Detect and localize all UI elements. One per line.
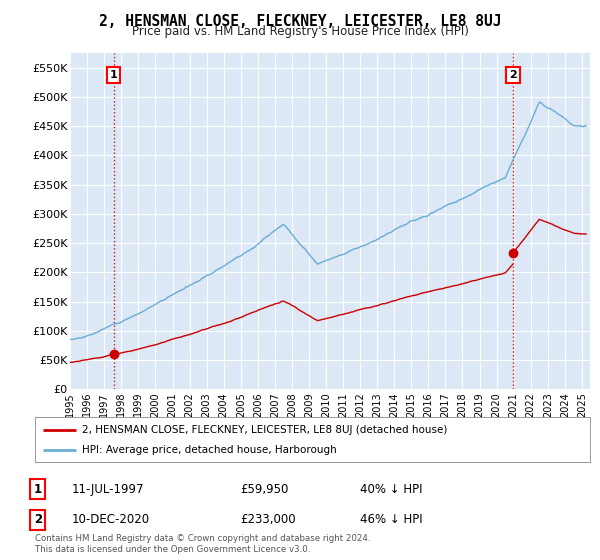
Text: £233,000: £233,000 (240, 513, 296, 526)
Point (508, 249, 518, 258)
Point (109, 349, 118, 358)
Text: 40% ↓ HPI: 40% ↓ HPI (360, 483, 422, 496)
Text: 2, HENSMAN CLOSE, FLECKNEY, LEICESTER, LE8 8UJ (detached house): 2, HENSMAN CLOSE, FLECKNEY, LEICESTER, L… (82, 424, 448, 435)
Text: Contains HM Land Registry data © Crown copyright and database right 2024.
This d: Contains HM Land Registry data © Crown c… (35, 534, 370, 554)
Text: 2: 2 (509, 70, 517, 80)
Text: HPI: Average price, detached house, Harborough: HPI: Average price, detached house, Harb… (82, 445, 337, 455)
Text: 10-DEC-2020: 10-DEC-2020 (72, 513, 150, 526)
Text: 2: 2 (34, 513, 42, 526)
Text: 46% ↓ HPI: 46% ↓ HPI (360, 513, 422, 526)
Text: Price paid vs. HM Land Registry's House Price Index (HPI): Price paid vs. HM Land Registry's House … (131, 25, 469, 38)
Text: 11-JUL-1997: 11-JUL-1997 (72, 483, 145, 496)
Text: £59,950: £59,950 (240, 483, 289, 496)
Text: 1: 1 (110, 70, 118, 80)
Text: 1: 1 (34, 483, 42, 496)
Text: 2, HENSMAN CLOSE, FLECKNEY, LEICESTER, LE8 8UJ: 2, HENSMAN CLOSE, FLECKNEY, LEICESTER, L… (99, 14, 501, 29)
